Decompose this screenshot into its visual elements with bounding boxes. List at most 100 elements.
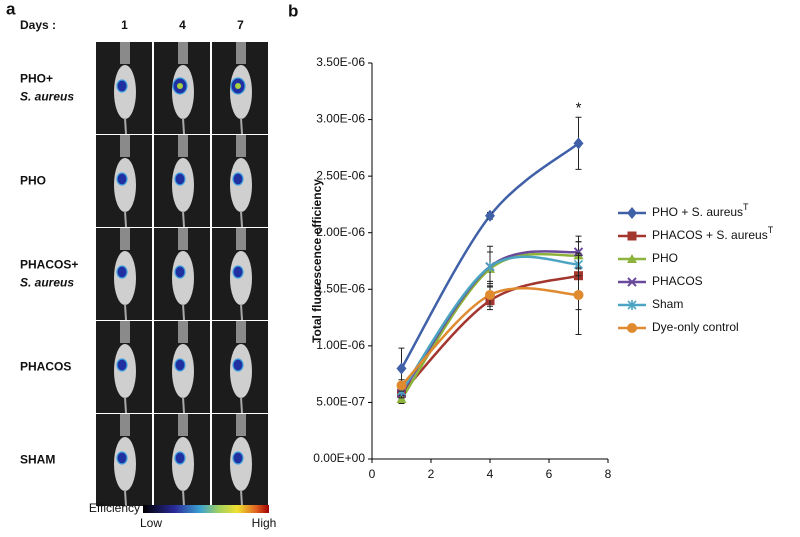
legend-label: PHACOS + S. aureusT [652,225,774,242]
legend-name: PHACOS + S. aureus [652,228,768,242]
signal [232,265,244,279]
day-label: 4 [179,18,186,32]
colorbar-title: Efficiency [89,501,140,515]
tube [236,42,246,64]
legend-marker [627,207,637,219]
legend-marker [627,277,637,287]
y-tick-label: 1.00E-06 [316,338,365,352]
marker [485,289,495,300]
legend-marker [627,231,637,241]
tube [178,228,188,250]
colorbar [143,505,269,513]
tube [120,42,130,64]
y-tick-label: 2.50E-06 [316,168,365,182]
tail [182,210,185,228]
marker [396,394,407,404]
row-label: PHACOS [20,360,71,374]
signal-core [177,83,183,89]
tail [124,303,127,321]
day-label: 7 [237,18,244,32]
legend-name: PHO [652,251,678,265]
y-tick-label: 1.50E-06 [316,281,365,295]
tube [236,321,246,343]
legend-name: Sham [652,297,683,311]
signal [116,451,128,465]
panel-label: b [288,1,298,20]
x-tick-label: 4 [487,467,494,481]
tail [240,303,243,321]
tail [124,396,127,414]
tube [178,414,188,436]
tail [182,303,185,321]
tail [240,117,243,135]
signal [232,451,244,465]
legend-sup: T [768,225,774,235]
row-label: S. aureus [20,90,74,104]
signal [174,265,186,279]
row-label: PHO+ [20,72,53,86]
y-axis-label: Total fluorescence efficiency [310,179,324,343]
chart: 0.00E+00 5.00E-07 1.00E-06 1.50E-06 2.00E-06… [313,55,773,481]
row-label: S. aureus [20,276,74,290]
legend-label: PHO + S. aureusT [652,202,749,219]
days-label: Days : [20,18,56,32]
mouse [172,251,194,305]
legend-name: Dye-only control [652,320,739,334]
signal [116,265,128,279]
x-tick-label: 2 [428,467,435,481]
mouse [114,158,136,212]
day-label: 1 [121,18,128,32]
signal [116,358,128,372]
legend-name: PHACOS [652,274,703,288]
marker [485,261,495,272]
mouse [230,251,252,305]
tail [240,489,243,507]
tail [124,117,127,135]
x-tick-label: 0 [369,467,376,481]
y-tick-label: 3.00E-06 [316,112,365,126]
legend-name: PHO + S. aureus [652,205,743,219]
x-tick-label: 6 [546,467,553,481]
tube [236,135,246,157]
tail [182,489,185,507]
tube [178,42,188,64]
y-tick-label: 5.00E-07 [316,395,365,409]
tail [124,489,127,507]
signal [174,358,186,372]
y-tick-label: 3.50E-06 [316,55,365,69]
legend-marker [627,323,637,333]
mouse [230,158,252,212]
marker [485,209,495,222]
tube [120,321,130,343]
y-tick-label: 0.00E+00 [313,451,365,465]
tube [120,228,130,250]
row-label: SHAM [20,453,55,467]
tail [240,210,243,228]
colorbar-high: High [252,516,277,530]
mouse [172,344,194,398]
marker [573,289,584,300]
panel-a: 1 4 7 PHO+ S. aureus PHO PHACOS+ S. aureus PHACO… [20,18,268,507]
mouse [230,437,252,491]
legend-label: PHACOS [652,274,703,288]
tail [182,117,185,135]
signal [174,172,186,186]
row-label: PHACOS+ [20,258,78,272]
tail [124,210,127,228]
marker [573,247,584,257]
mouse [172,158,194,212]
signal-core [235,83,241,89]
mouse [114,65,136,119]
signal [116,79,128,93]
panel-label: a [6,0,16,18]
x-tick-label: 8 [605,467,612,481]
tube [178,135,188,157]
marker [396,362,407,375]
mouse [114,251,136,305]
tube [120,414,130,436]
series-line [400,142,580,370]
row-label: PHO [20,174,46,188]
legend-label: Dye-only control [652,320,739,334]
mouse [172,437,194,491]
